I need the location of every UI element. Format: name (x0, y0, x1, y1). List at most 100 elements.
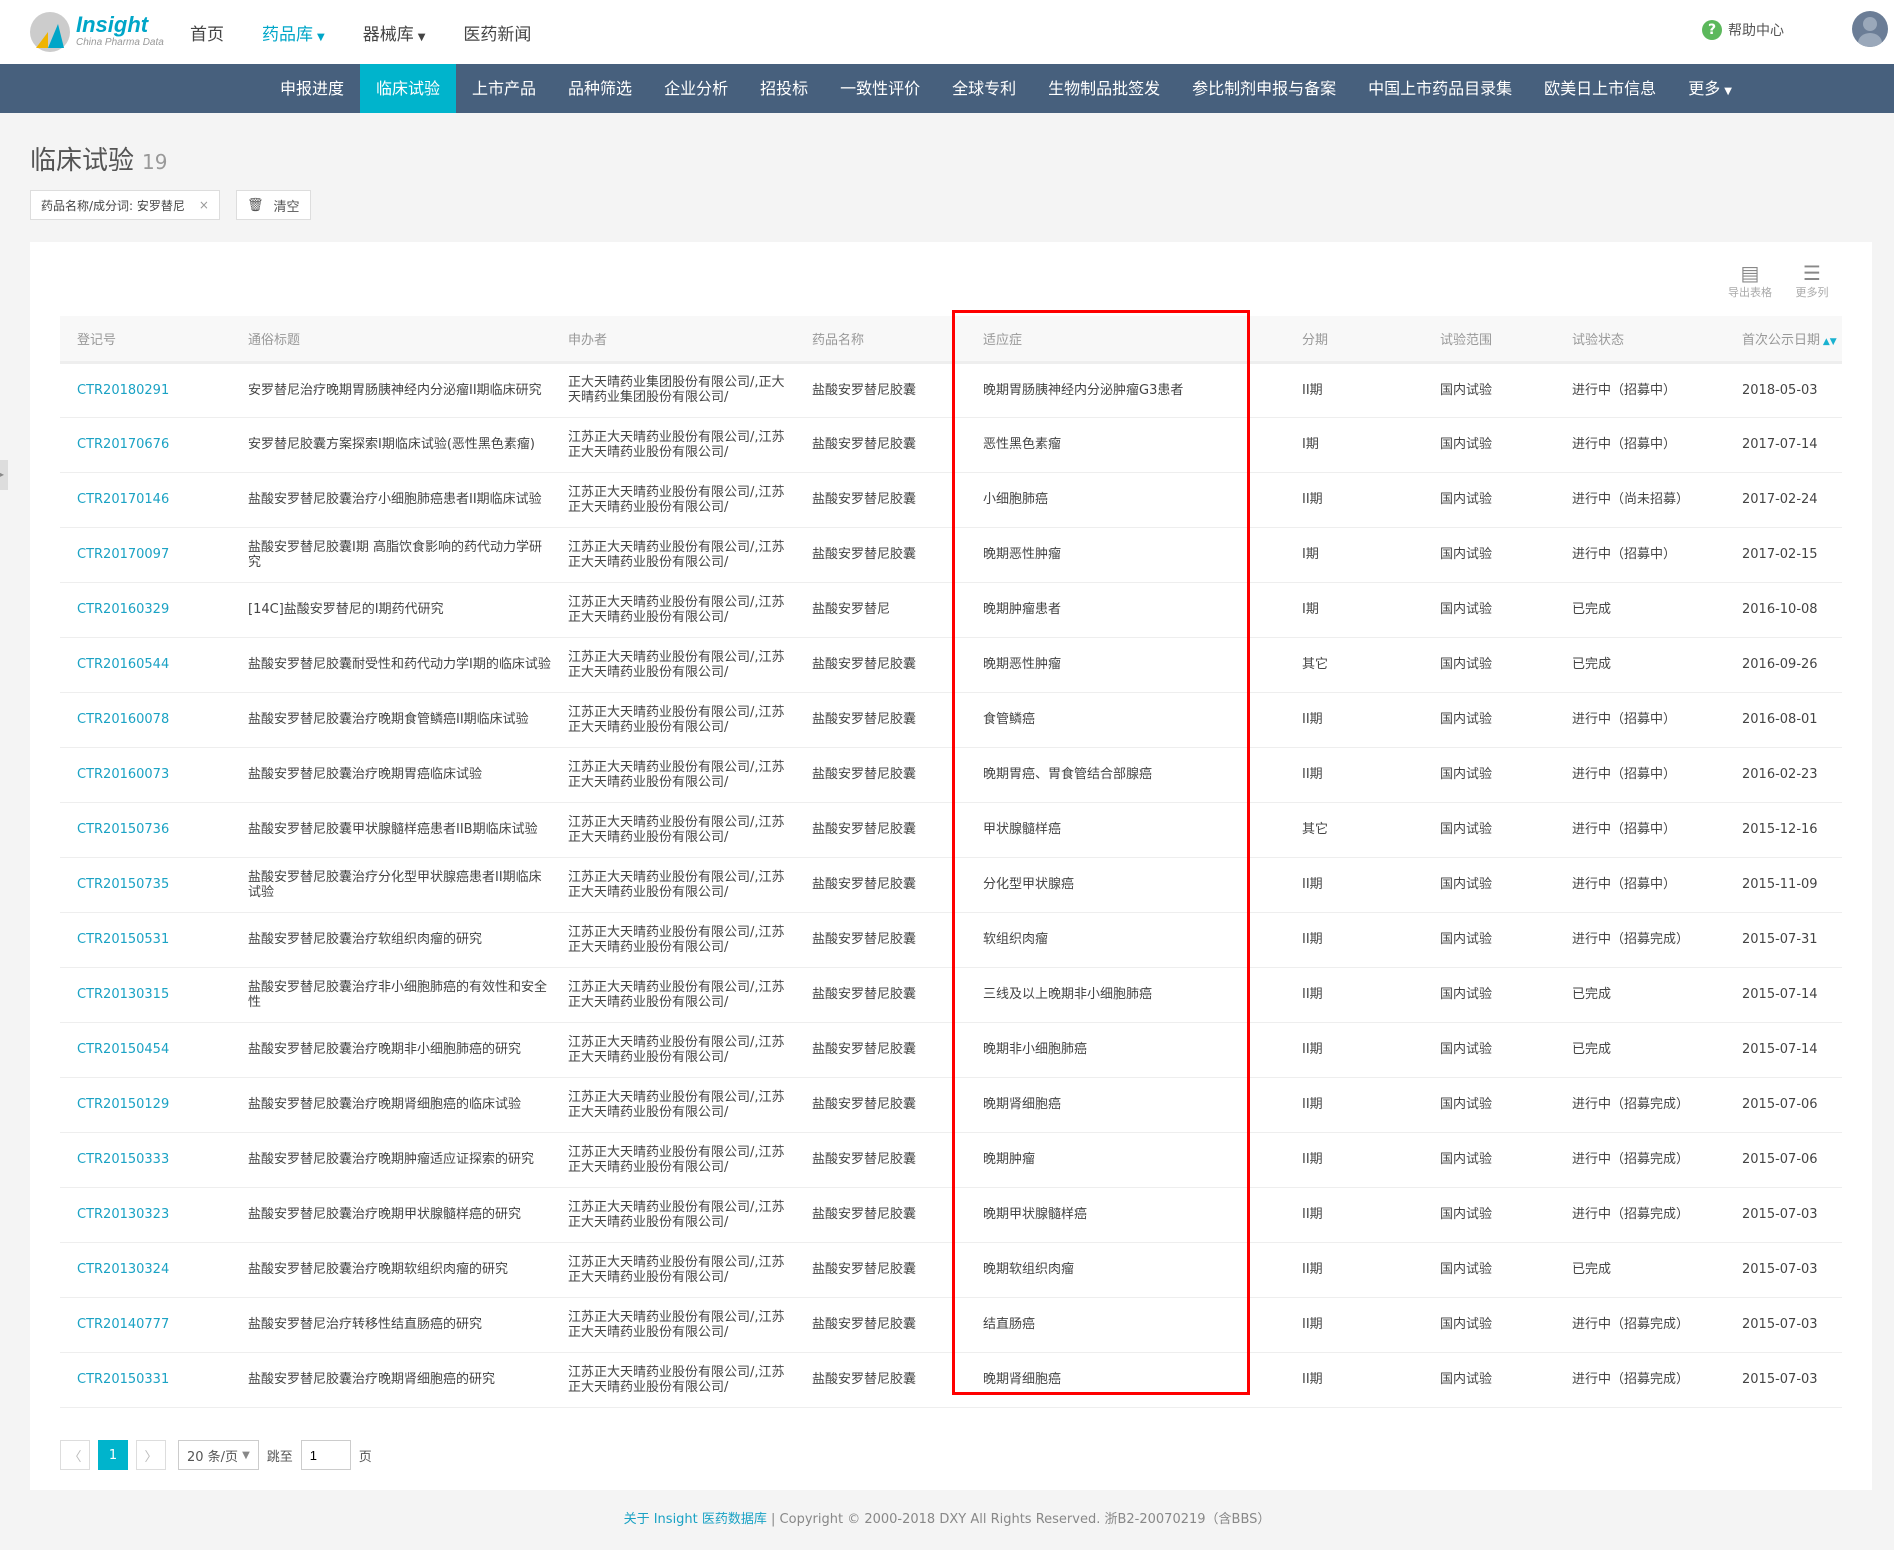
column-header-5[interactable]: 分期 (1285, 316, 1423, 364)
cell-登记号[interactable]: CTR20130315 (60, 967, 231, 1023)
help-center-link[interactable]: ? 帮助中心 (1702, 20, 1784, 40)
table-row[interactable]: CTR20160073 盐酸安罗替尼胶囊治疗晚期胃癌临床试验 江苏正大天晴药业股份有… (60, 747, 1842, 803)
table-row[interactable]: CTR20150735 盐酸安罗替尼胶囊治疗分化型甲状腺癌患者II期临床试验 江苏正… (60, 857, 1842, 913)
cell-登记号[interactable]: CTR20170676 (60, 417, 231, 473)
cell-申办者: 江苏正大天晴药业股份有限公司/,江苏正大天晴药业股份有限公司/ (551, 637, 795, 693)
table-row[interactable]: CTR20130324 盐酸安罗替尼胶囊治疗晚期软组织肉瘤的研究 江苏正大天晴药业股… (60, 1242, 1842, 1298)
cell-首次公示日期: 2016-09-26 (1725, 637, 1842, 693)
top-nav-item-3[interactable]: 医药新闻 (463, 20, 531, 45)
cell-首次公示日期: 2018-05-03 (1725, 362, 1842, 418)
cell-登记号[interactable]: CTR20150735 (60, 857, 231, 913)
main-nav-item-4[interactable]: 企业分析 (648, 64, 744, 113)
cell-适应症: 晚期胃癌、胃食管结合部腺癌 (966, 747, 1285, 803)
table-row[interactable]: CTR20150331 盐酸安罗替尼胶囊治疗晚期肾细胞癌的研究 江苏正大天晴药业股份… (60, 1352, 1842, 1408)
table-row[interactable]: CTR20160544 盐酸安罗替尼胶囊耐受性和药代动力学I期的临床试验 江苏正大天… (60, 637, 1842, 693)
table-row[interactable]: CTR20150531 盐酸安罗替尼胶囊治疗软组织肉瘤的研究 江苏正大天晴药业股份有… (60, 912, 1842, 968)
sidebar-toggle[interactable]: ▸ (0, 460, 8, 490)
table-row[interactable]: CTR20150736 盐酸安罗替尼胶囊甲状腺髓样癌患者IIB期临床试验 江苏正大天… (60, 802, 1842, 858)
table-row[interactable]: CTR20170146 盐酸安罗替尼胶囊治疗小细胞肺癌患者II期临床试验 江苏正大天… (60, 472, 1842, 528)
avatar[interactable] (1852, 11, 1888, 47)
column-header-7[interactable]: 试验状态 (1555, 316, 1725, 364)
main-nav-item-1[interactable]: 临床试验 (360, 64, 457, 113)
clear-filters-button[interactable]: 🗑 清空 (236, 190, 311, 220)
page-1-button[interactable]: 1 (98, 1440, 128, 1470)
main-nav-label: 中国上市药品目录集 (1368, 79, 1513, 98)
column-header-8[interactable]: 首次公示日期 ▲▼ (1725, 316, 1842, 364)
column-header-2[interactable]: 申办者 (551, 316, 795, 364)
table-row[interactable]: CTR20130323 盐酸安罗替尼胶囊治疗晚期甲状腺髓样癌的研究 江苏正大天晴药业… (60, 1187, 1842, 1243)
main-nav-item-10[interactable]: 中国上市药品目录集 (1352, 64, 1528, 113)
main-nav-item-0[interactable]: 申报进度 (264, 64, 360, 113)
column-header-6[interactable]: 试验范围 (1423, 316, 1555, 364)
cell-适应症: 三线及以上晚期非小细胞肺癌 (966, 967, 1285, 1023)
cell-登记号[interactable]: CTR20150454 (60, 1022, 231, 1078)
cell-登记号[interactable]: CTR20160544 (60, 637, 231, 693)
table-row[interactable]: CTR20150129 盐酸安罗替尼胶囊治疗晚期肾细胞癌的临床试验 江苏正大天晴药业… (60, 1077, 1842, 1133)
top-nav-item-0[interactable]: 首页 (190, 20, 224, 45)
more-columns-button[interactable]: ☰ 更多列 (1782, 262, 1842, 300)
main-nav-item-12[interactable]: 更多 ▼ (1672, 64, 1748, 113)
more-columns-label: 更多列 (1795, 286, 1829, 299)
cell-分期: II期 (1285, 747, 1423, 803)
main-nav-item-5[interactable]: 招投标 (744, 64, 824, 113)
top-nav-item-1[interactable]: 药品库 ▼ (262, 20, 325, 45)
main-nav-item-3[interactable]: 品种筛选 (552, 64, 648, 113)
column-header-4[interactable]: 适应症 (966, 316, 1285, 364)
cell-申办者: 江苏正大天晴药业股份有限公司/,江苏正大天晴药业股份有限公司/ (551, 857, 795, 913)
jump-label: 跳至 (266, 1449, 293, 1465)
table-row[interactable]: CTR20150454 盐酸安罗替尼胶囊治疗晚期非小细胞肺癌的研究 江苏正大天晴药业… (60, 1022, 1842, 1078)
column-header-1[interactable]: 通俗标题 (231, 316, 551, 364)
cell-登记号[interactable]: CTR20180291 (60, 362, 231, 418)
cell-登记号[interactable]: CTR20150129 (60, 1077, 231, 1133)
brand-name[interactable]: Insight (76, 12, 149, 37)
cell-登记号[interactable]: CTR20150736 (60, 802, 231, 858)
cell-首次公示日期: 2015-07-03 (1725, 1352, 1842, 1408)
page-size-select[interactable]: 20 条/页 ▼ (178, 1440, 259, 1470)
cell-登记号[interactable]: CTR20130324 (60, 1242, 231, 1298)
cell-通俗标题: 盐酸安罗替尼胶囊治疗晚期肾细胞癌的临床试验 (231, 1077, 551, 1133)
cell-登记号[interactable]: CTR20130323 (60, 1187, 231, 1243)
main-nav-item-6[interactable]: 一致性评价 (824, 64, 936, 113)
top-nav-label: 首页 (190, 24, 224, 45)
next-page-button[interactable]: 〉 (136, 1440, 166, 1470)
cell-登记号[interactable]: CTR20170097 (60, 527, 231, 583)
sort-icon[interactable]: ▲▼ (1820, 336, 1837, 347)
main-nav-item-9[interactable]: 参比制剂申报与备案 (1176, 64, 1352, 113)
cell-登记号[interactable]: CTR20160073 (60, 747, 231, 803)
about-link[interactable]: 关于 Insight 医药数据库 (623, 1512, 767, 1527)
table-row[interactable]: CTR20160078 盐酸安罗替尼胶囊治疗晚期食管鳞癌II期临床试验 江苏正大天晴… (60, 692, 1842, 748)
column-header-3[interactable]: 药品名称 (795, 316, 966, 364)
table-row[interactable]: CTR20150333 盐酸安罗替尼胶囊治疗晚期肿瘤适应证探索的研究 江苏正大天晴药… (60, 1132, 1842, 1188)
filter-chip[interactable]: 药品名称/成分词: 安罗替尼 × (30, 190, 220, 220)
insight-logo[interactable] (28, 10, 72, 54)
cell-首次公示日期: 2015-07-03 (1725, 1187, 1842, 1243)
jump-page-input[interactable] (300, 1440, 351, 1470)
table-row[interactable]: CTR20170097 盐酸安罗替尼胶囊Ⅰ期 高脂饮食影响的药代动力学研究 江苏正大… (60, 527, 1842, 583)
table-row[interactable]: CTR20130315 盐酸安罗替尼胶囊治疗非小细胞肺癌的有效性和安全性 江苏正大天… (60, 967, 1842, 1023)
cell-登记号[interactable]: CTR20170146 (60, 472, 231, 528)
top-bar: Insight China Pharma Data 首页 药品库 ▼ 器械库 ▼ 医药新闻… (0, 0, 1894, 64)
cell-登记号[interactable]: CTR20150333 (60, 1132, 231, 1188)
table-row[interactable]: CTR20180291 安罗替尼治疗晚期胃肠胰神经内分泌瘤II期临床研究 正大天晴药… (60, 362, 1842, 418)
prev-page-button[interactable]: 〈 (60, 1440, 90, 1470)
top-nav-item-2[interactable]: 器械库 ▼ (363, 20, 426, 45)
main-nav-item-8[interactable]: 生物制品批签发 (1032, 64, 1176, 113)
cell-申办者: 正大天晴药业集团股份有限公司/,正大天晴药业集团股份有限公司/ (551, 362, 795, 418)
cell-通俗标题: [14C]盐酸安罗替尼的I期药代研究 (231, 582, 551, 638)
cell-通俗标题: 盐酸安罗替尼胶囊耐受性和药代动力学I期的临床试验 (231, 637, 551, 693)
cell-登记号[interactable]: CTR20140777 (60, 1297, 231, 1353)
close-icon[interactable]: × (198, 198, 209, 212)
cell-登记号[interactable]: CTR20160329 (60, 582, 231, 638)
table-row[interactable]: CTR20170676 安罗替尼胶囊方案探索I期临床试验(恶性黑色素瘤) 江苏正大天… (60, 417, 1842, 473)
export-table-button[interactable]: ▤ 导出表格 (1720, 262, 1780, 300)
main-nav-item-7[interactable]: 全球专利 (936, 64, 1032, 113)
table-row[interactable]: CTR20160329 [14C]盐酸安罗替尼的I期药代研究 江苏正大天晴药业股份有… (60, 582, 1842, 638)
table-row[interactable]: CTR20140777 盐酸安罗替尼治疗转移性结直肠癌的研究 江苏正大天晴药业股份有… (60, 1297, 1842, 1353)
cell-登记号[interactable]: CTR20150531 (60, 912, 231, 968)
cell-登记号[interactable]: CTR20150331 (60, 1352, 231, 1408)
column-header-0[interactable]: 登记号 (60, 316, 231, 364)
cell-适应症: 晚期肿瘤患者 (966, 582, 1285, 638)
cell-登记号[interactable]: CTR20160078 (60, 692, 231, 748)
main-nav-item-11[interactable]: 欧美日上市信息 (1528, 64, 1672, 113)
main-nav-item-2[interactable]: 上市产品 (456, 64, 552, 113)
